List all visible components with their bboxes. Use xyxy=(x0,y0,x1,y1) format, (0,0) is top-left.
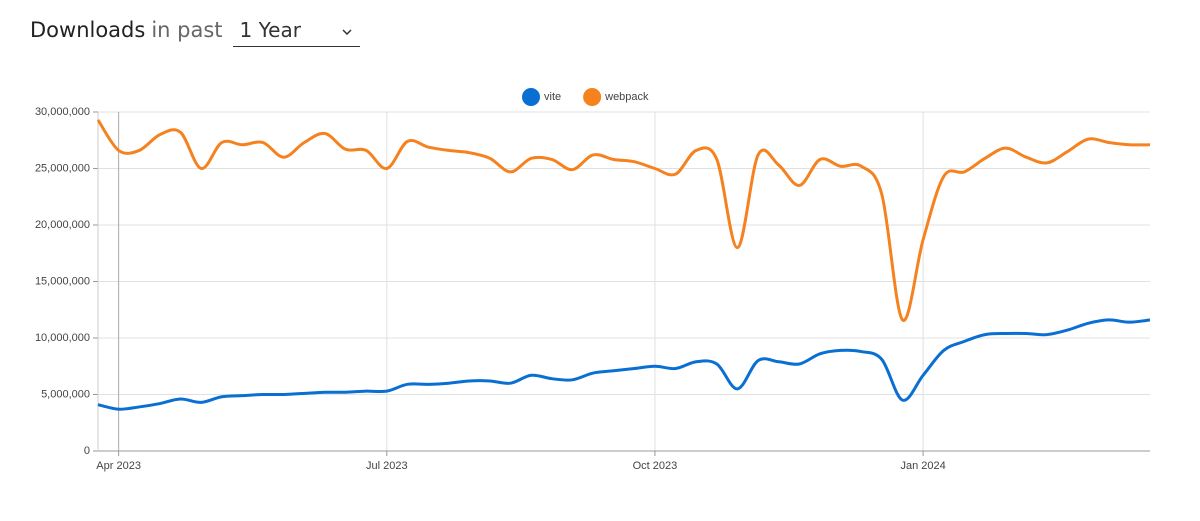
chevron xyxy=(342,29,352,35)
y-tick-label: 30,000,000 xyxy=(35,106,90,118)
header: Downloads in past 1 Year xyxy=(30,18,360,47)
y-tick-label: 0 xyxy=(84,445,90,457)
legend-marker xyxy=(583,88,602,106)
y-tick-label: 25,000,000 xyxy=(35,162,90,174)
legend-label: webpack xyxy=(604,91,649,103)
x-tick-label: Jan 2024 xyxy=(900,460,945,472)
legend-marker xyxy=(522,88,540,106)
x-tick-label: Oct 2023 xyxy=(633,460,678,472)
subtitle: in past xyxy=(151,18,223,42)
x-tick-label: Jul 2023 xyxy=(366,460,408,472)
period-value: 1 Year xyxy=(239,18,301,42)
y-tick-label: 20,000,000 xyxy=(35,219,90,231)
period-select[interactable]: 1 Year xyxy=(232,18,360,47)
y-tick-label: 15,000,000 xyxy=(35,275,90,287)
y-tick-label: 10,000,000 xyxy=(35,332,90,344)
series-line xyxy=(97,318,1151,411)
legend-label: vite xyxy=(544,91,561,103)
y-tick-label: 5,000,000 xyxy=(41,388,90,400)
series-line xyxy=(96,119,1151,322)
title: Downloads xyxy=(30,18,146,42)
x-tick-label: Apr 2023 xyxy=(96,460,141,472)
